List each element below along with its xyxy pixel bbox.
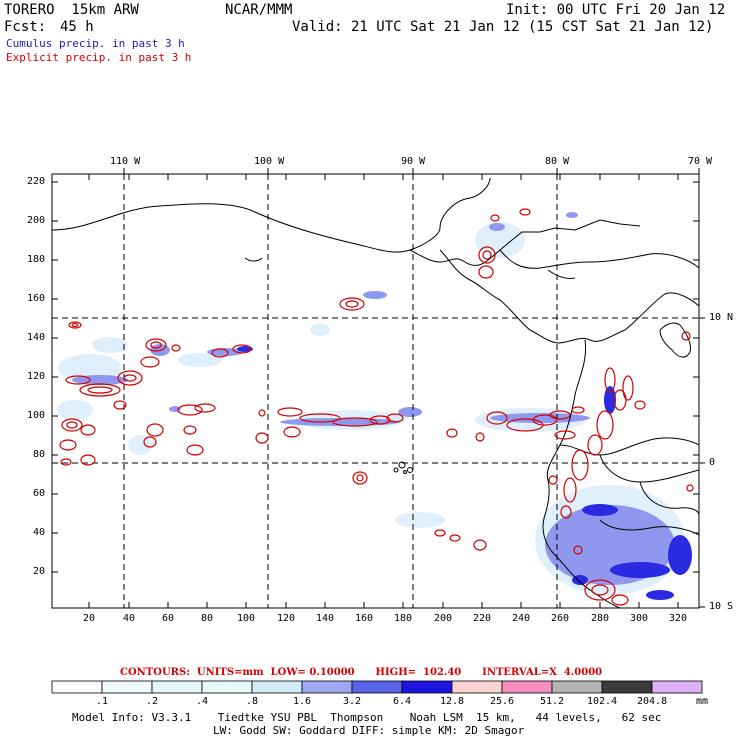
x-tick-label: 280 (591, 613, 610, 624)
explicit-label: Explicit precip. in past 3 h (6, 51, 192, 64)
physics-info: LW: Godd SW: Goddard DIFF: simple KM: 2D… (213, 724, 525, 737)
x-tick-label: 60 (162, 613, 175, 624)
colorbar-label: .4 (196, 696, 209, 707)
y-tick-label: 220 (27, 176, 46, 187)
x-tick-label: 120 (277, 613, 296, 624)
y-tick-label: 60 (33, 488, 46, 499)
colorbar-label: 204.8 (637, 696, 668, 707)
lat-label-0: 0 (709, 457, 716, 468)
x-tick-label: 240 (512, 613, 531, 624)
x-tick-label: 180 (394, 613, 413, 624)
model-title: TORERO 15km ARW (4, 2, 139, 18)
y-tick-label: 100 (27, 410, 46, 421)
x-tick-label: 300 (630, 613, 649, 624)
colorbar-label: .2 (146, 696, 159, 707)
colorbar-swatch (601, 680, 653, 694)
x-tick-label: 320 (669, 613, 688, 624)
model-info: Model Info: V3.3.1 Tiedtke YSU PBL Thomp… (72, 711, 662, 724)
contours-info: CONTOURS: UNITS=mm LOW= 0.10000 HIGH= 10… (120, 667, 603, 678)
x-tick-label: 80 (201, 613, 214, 624)
cumulus-precip-heavy (237, 346, 692, 600)
lon-label-110w: 110 W (110, 156, 141, 167)
lon-label-100w: 100 W (254, 156, 285, 167)
x-tick-label: 220 (473, 613, 492, 624)
x-tick-label: 40 (123, 613, 136, 624)
colorbar-label: 6.4 (393, 696, 412, 707)
x-tick-label: 140 (316, 613, 335, 624)
org-label: NCAR/MMM (225, 2, 293, 18)
colorbar (51, 680, 703, 694)
colorbar-swatch (451, 680, 503, 694)
explicit-precip-contours (59, 208, 694, 606)
lon-label-90w: 90 W (401, 156, 426, 167)
lon-label-70w: 70 W (688, 156, 713, 167)
fcst-value: 45 h (60, 19, 94, 35)
colorbar-unit: mm (696, 696, 709, 707)
y-tick-label: 40 (33, 527, 46, 538)
colorbar-swatch (251, 680, 303, 694)
lon-label-80w: 80 W (545, 156, 570, 167)
x-tick-label: 100 (237, 613, 256, 624)
colorbar-swatch (501, 680, 553, 694)
axis-ticks (52, 168, 705, 608)
y-tick-label: 80 (33, 449, 46, 460)
colorbar-label: 102.4 (587, 696, 618, 707)
colorbar-label: 25.6 (490, 696, 515, 707)
colorbar-swatch (51, 680, 103, 694)
colorbar-swatch (201, 680, 253, 694)
lat-label-10s: 10 S (709, 601, 734, 612)
colorbar-label: .1 (96, 696, 109, 707)
x-tick-label: 200 (434, 613, 453, 624)
grid-lines (52, 174, 699, 608)
cumulus-label: Cumulus precip. in past 3 h (6, 37, 185, 50)
colorbar-label: 51.2 (540, 696, 565, 707)
colorbar-swatch (101, 680, 153, 694)
valid-time: Valid: 21 UTC Sat 21 Jan 12 (15 CST Sat … (292, 19, 714, 35)
y-tick-label: 120 (27, 371, 46, 382)
x-tick-label: 160 (355, 613, 374, 624)
init-time: Init: 00 UTC Fri 20 Jan 12 (506, 2, 726, 18)
colorbar-label: 1.6 (293, 696, 312, 707)
x-tick-label: 260 (551, 613, 570, 624)
fcst-label: Fcst: (4, 19, 47, 35)
colorbar-swatch (301, 680, 353, 694)
colorbar-swatch (401, 680, 453, 694)
colorbar-swatch (551, 680, 603, 694)
lat-label-10n: 10 N (709, 312, 734, 323)
y-tick-label: 200 (27, 215, 46, 226)
y-tick-label: 20 (33, 566, 46, 577)
colorbar-label: 3.2 (343, 696, 362, 707)
x-tick-label: 20 (83, 613, 96, 624)
y-tick-label: 140 (27, 332, 46, 343)
y-tick-label: 180 (27, 254, 46, 265)
colorbar-label: 12.8 (440, 696, 465, 707)
colorbar-swatch (351, 680, 403, 694)
colorbar-label: .8 (246, 696, 259, 707)
y-tick-label: 160 (27, 293, 46, 304)
colorbar-swatch (651, 680, 703, 694)
colorbar-swatch (151, 680, 203, 694)
